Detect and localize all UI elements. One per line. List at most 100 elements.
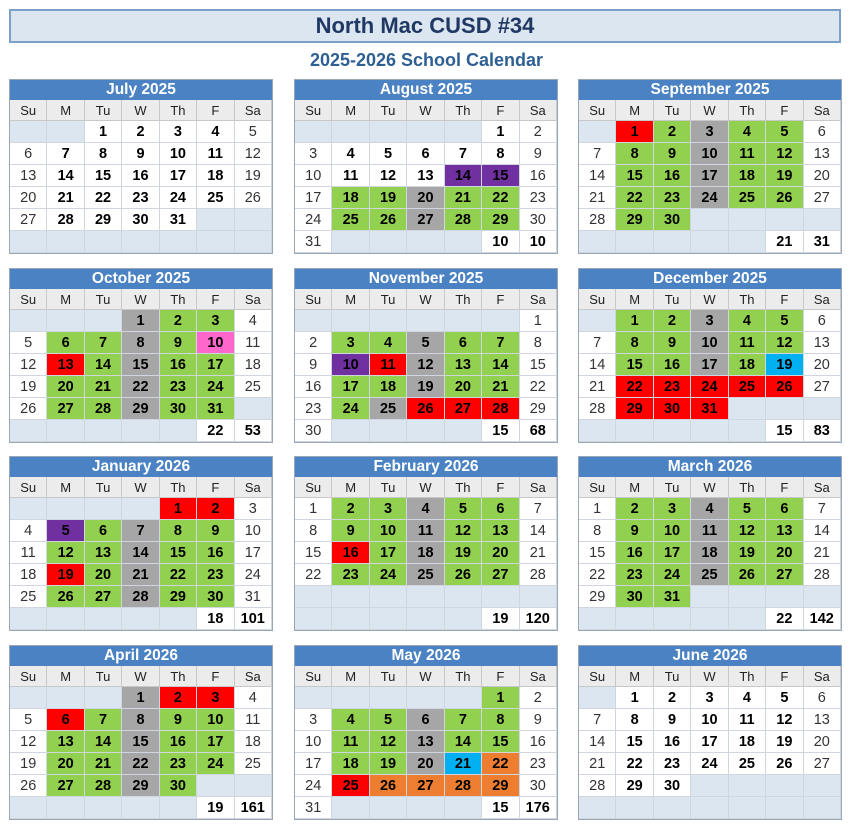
weekday-label: M xyxy=(47,100,85,121)
weekday-label: Th xyxy=(444,289,483,310)
day-cell: 17 xyxy=(234,542,272,564)
day-cell: 29 xyxy=(519,398,557,420)
month-header: February 2026 xyxy=(295,457,557,477)
day-cell: 19 xyxy=(47,564,85,586)
day-cell: 19 xyxy=(369,753,408,775)
day-cell: 7 xyxy=(579,332,617,354)
day-cell: 14 xyxy=(803,520,841,542)
day-cell: 11 xyxy=(10,542,48,564)
weekday-label: Su xyxy=(10,289,48,310)
empty-cell xyxy=(122,231,160,253)
month-2: September 2025 Su M Tu W Th F Sa 1 2 3 4 5 6 7 8 9 10 11 12… xyxy=(578,79,842,254)
day-cell: 11 xyxy=(728,709,767,731)
empty-cell xyxy=(332,687,370,709)
empty-cell xyxy=(369,420,408,442)
weekday-label: M xyxy=(616,289,654,310)
day-cell: 11 xyxy=(369,354,408,376)
weekday-label: Th xyxy=(444,666,483,687)
month-1: August 2025 Su M Tu W Th F Sa 1 2 3 4 5 6 7 8 9 10 11 12 13 1… xyxy=(294,79,558,254)
empty-cell xyxy=(369,231,408,253)
weekday-label: W xyxy=(122,289,160,310)
weekday-label: Tu xyxy=(653,666,692,687)
day-cell: 5 xyxy=(369,143,408,165)
day-cell: 13 xyxy=(84,542,123,564)
day-cell: 29 xyxy=(159,586,198,608)
weekday-label: Tu xyxy=(653,289,692,310)
empty-cell xyxy=(579,797,617,819)
day-cell: 9 xyxy=(653,709,692,731)
day-cell: 5 xyxy=(10,709,48,731)
day-cell: 29 xyxy=(579,586,617,608)
day-cell: 12 xyxy=(369,731,408,753)
day-cell: 7 xyxy=(444,143,483,165)
day-cell: 2 xyxy=(616,498,654,520)
day-cell: 2 xyxy=(332,498,370,520)
weekday-label: W xyxy=(122,666,160,687)
month-days-grid: Su M Tu W Th F Sa 1 2 3 4 5 6 7 8 9 10 11 12 13 14 15 16 17 18 19… xyxy=(579,100,841,253)
day-cell: 16 xyxy=(519,165,557,187)
month-days-grid: Su M Tu W Th F Sa 1 2 3 4 5 6 7 8 9 10 11 12 13 14 15 16 17 18 19… xyxy=(10,666,272,819)
day-cell: 10 xyxy=(369,520,408,542)
day-cell: 10 xyxy=(234,520,272,542)
weekday-label: Tu xyxy=(369,666,408,687)
day-cell: 29 xyxy=(84,209,123,231)
day-cell: 16 xyxy=(653,731,692,753)
empty-cell xyxy=(10,797,48,819)
day-cell: 25 xyxy=(369,398,408,420)
day-cell: 8 xyxy=(295,520,333,542)
day-cell: 16 xyxy=(159,731,198,753)
empty-cell xyxy=(691,775,729,797)
day-cell: 6 xyxy=(10,143,48,165)
day-cell: 10 xyxy=(691,143,729,165)
day-cell: 9 xyxy=(332,520,370,542)
day-cell: 13 xyxy=(407,731,445,753)
day-cell: 9 xyxy=(159,332,198,354)
empty-cell xyxy=(10,310,48,332)
day-cell: 28 xyxy=(444,775,483,797)
empty-cell xyxy=(369,687,408,709)
empty-cell xyxy=(691,608,729,630)
day-cell: 6 xyxy=(407,143,445,165)
day-cell: 29 xyxy=(616,398,654,420)
day-cell: 21 xyxy=(519,542,557,564)
empty-cell xyxy=(369,797,408,819)
day-cell: 18 xyxy=(369,376,408,398)
day-cell: 14 xyxy=(579,731,617,753)
calendar-title: North Mac CUSD #34 xyxy=(9,9,841,43)
weekday-label: F xyxy=(197,289,235,310)
day-cell: 9 xyxy=(616,520,654,542)
day-cell: 30 xyxy=(159,398,198,420)
empty-cell xyxy=(766,797,804,819)
weekday-label: W xyxy=(691,477,729,498)
day-cell: 11 xyxy=(234,332,272,354)
weekday-label: Sa xyxy=(234,100,272,121)
weekday-label: Tu xyxy=(84,477,123,498)
day-cell: 23 xyxy=(519,753,557,775)
weekday-label: Th xyxy=(728,477,767,498)
empty-cell xyxy=(407,608,445,630)
day-count-cell: 22 xyxy=(197,420,235,442)
day-cell: 20 xyxy=(47,753,85,775)
day-cell: 7 xyxy=(122,520,160,542)
weekday-label: Sa xyxy=(234,289,272,310)
day-cell: 13 xyxy=(444,354,483,376)
empty-cell xyxy=(803,209,841,231)
day-cell: 4 xyxy=(728,310,767,332)
day-cell: 13 xyxy=(482,520,520,542)
month-4: November 2025 Su M Tu W Th F Sa 1 2 3 4 5 6 7 8 9 10 11 12 1… xyxy=(294,268,558,443)
month-header: July 2025 xyxy=(10,80,272,100)
weekday-label: Su xyxy=(10,100,48,121)
day-cell: 18 xyxy=(728,354,767,376)
day-cell: 21 xyxy=(84,753,123,775)
day-count-cell: 18 xyxy=(197,608,235,630)
day-cell: 22 xyxy=(295,564,333,586)
day-cell: 16 xyxy=(616,542,654,564)
empty-cell xyxy=(197,209,235,231)
weekday-label: Su xyxy=(579,666,617,687)
empty-cell xyxy=(691,420,729,442)
day-cell: 1 xyxy=(122,310,160,332)
month-days-grid: Su M Tu W Th F Sa 1 2 3 4 5 6 7 8 9 10 11 12 13 14 15 16 17 18 19… xyxy=(579,289,841,442)
empty-cell xyxy=(653,797,692,819)
day-cell: 4 xyxy=(197,121,235,143)
empty-cell xyxy=(234,231,272,253)
